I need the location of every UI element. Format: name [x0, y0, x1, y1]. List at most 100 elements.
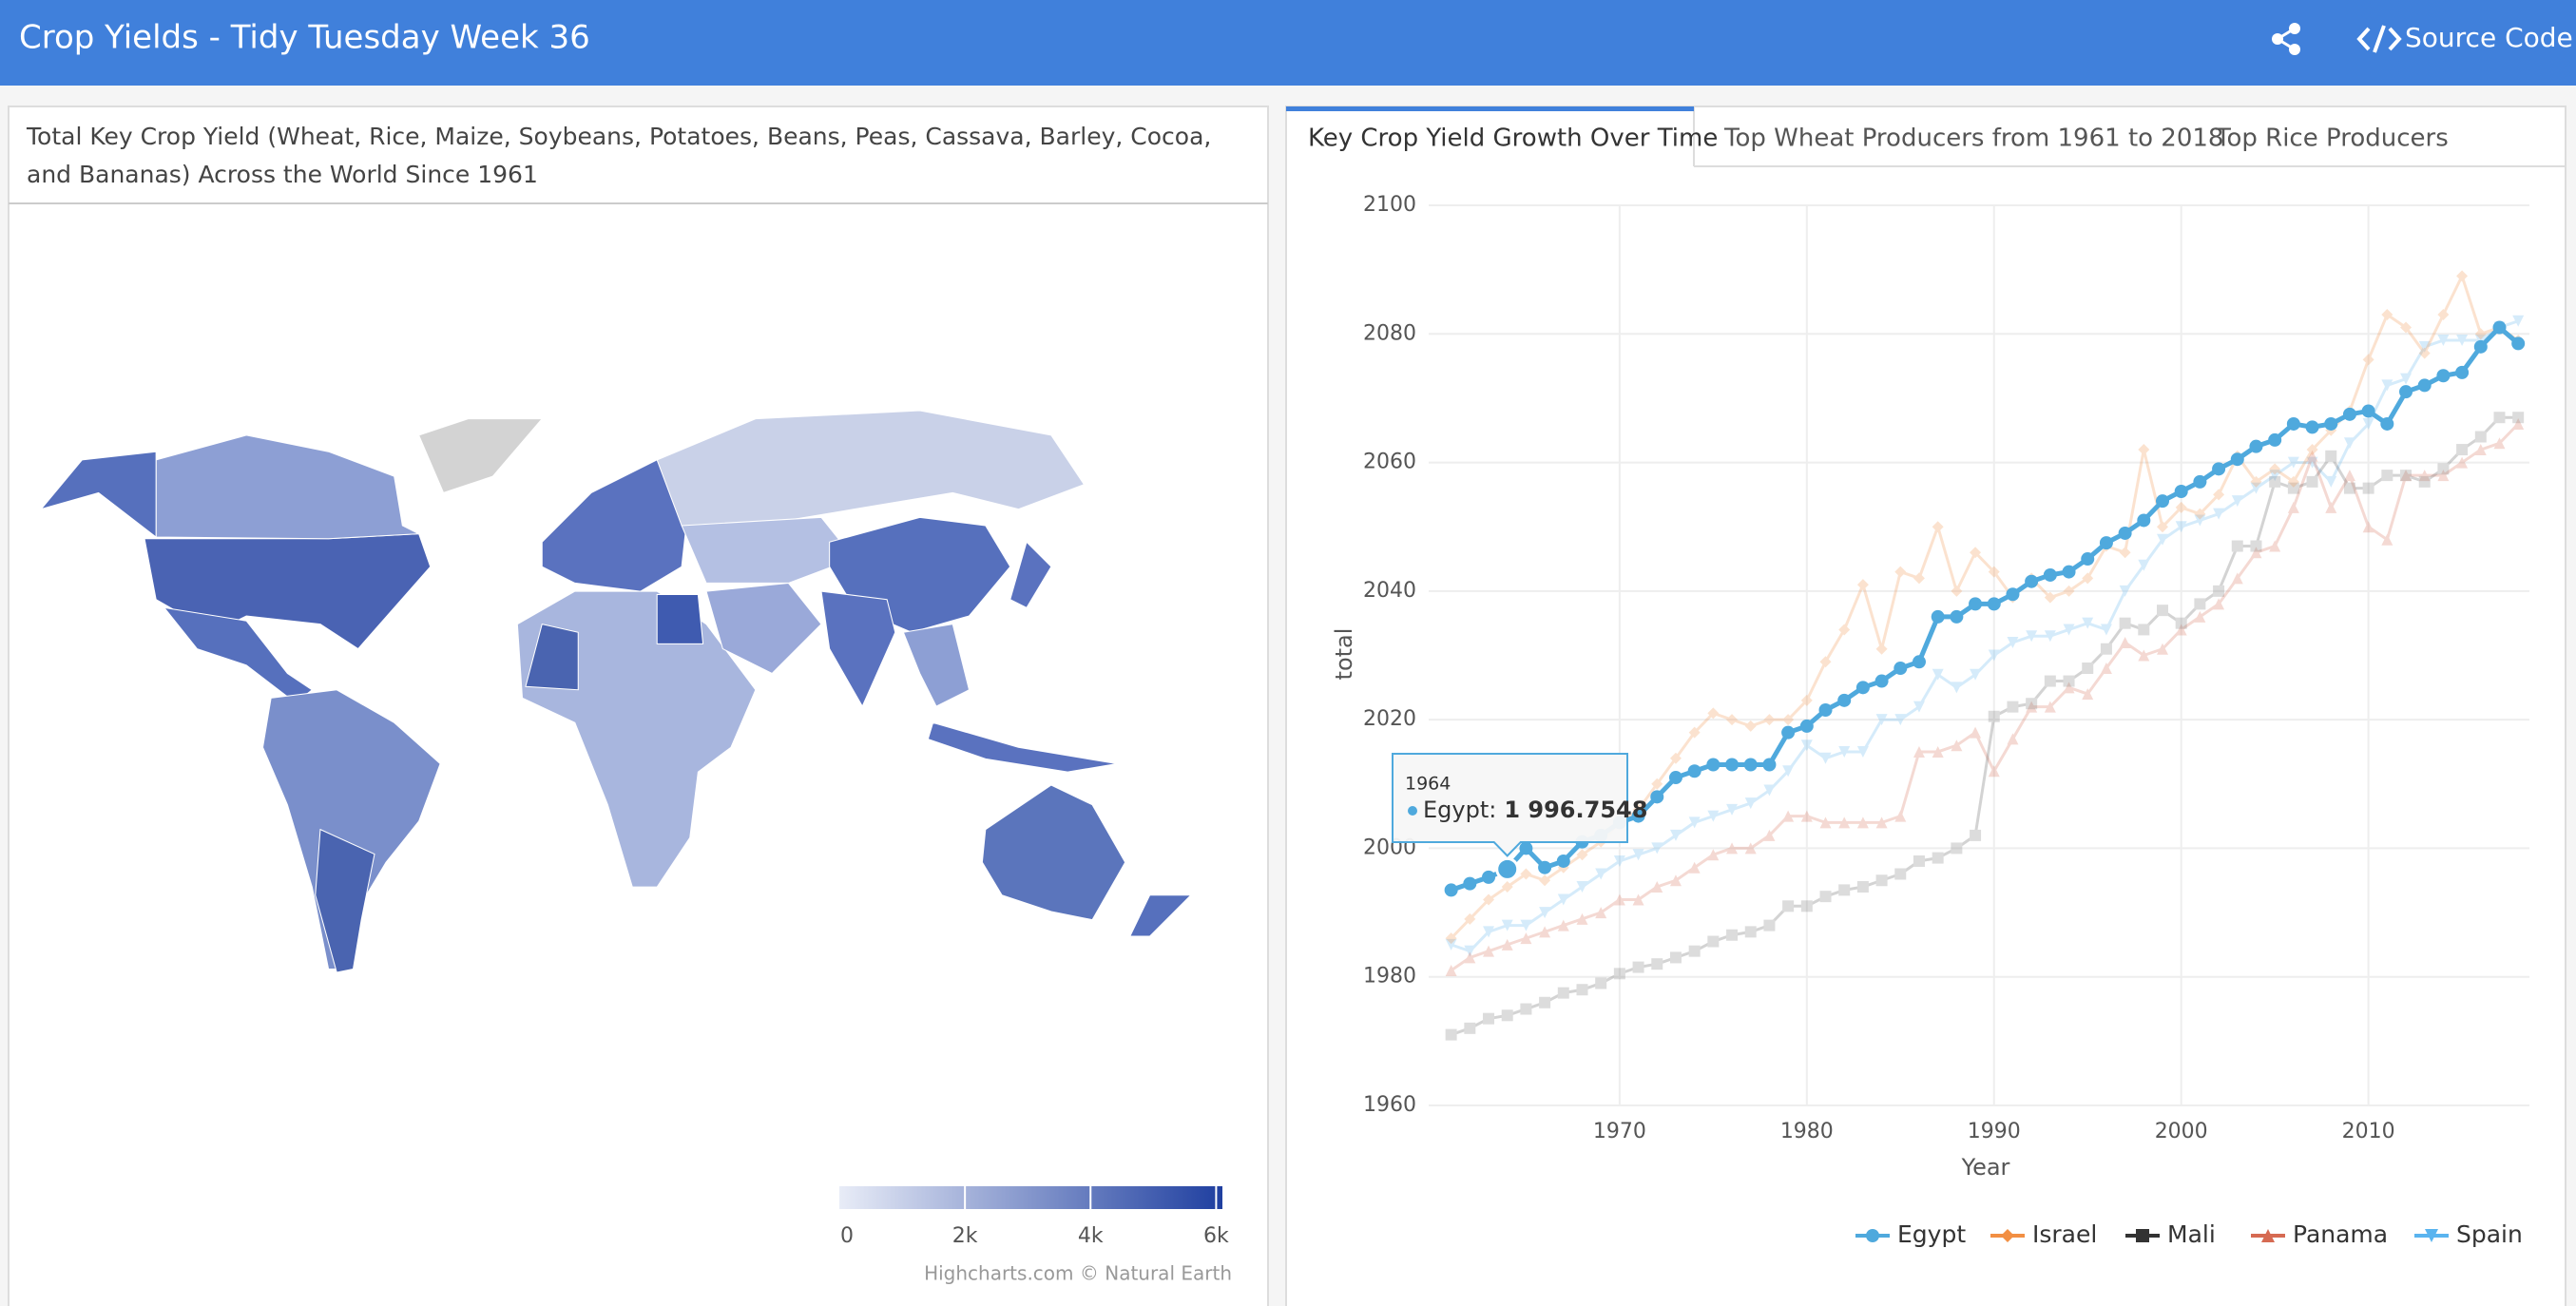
point [1799, 719, 1814, 733]
point [1668, 771, 1682, 785]
point [2100, 624, 2112, 636]
point [1651, 958, 1663, 970]
color-tick-label: 4k [1078, 1224, 1104, 1248]
tab[interactable]: Key Crop Yield Growth Over Time [1308, 125, 1718, 153]
point [2175, 624, 2187, 636]
point [1744, 720, 1757, 732]
point [1800, 810, 1813, 822]
legend-marker [2261, 1229, 2275, 1242]
y-tick-label: 1980 [1363, 965, 1416, 989]
point [2250, 547, 2262, 559]
hover-point [1495, 856, 1520, 881]
point [2324, 416, 2338, 431]
point [1445, 932, 1457, 945]
point [1856, 881, 1869, 893]
legend-label[interactable]: Egypt [1897, 1220, 1966, 1248]
point [2512, 412, 2525, 424]
point [1445, 1028, 1457, 1041]
point [1762, 758, 1777, 772]
point [1932, 745, 1944, 758]
y-axis-title: total [1331, 628, 1357, 681]
point [2044, 591, 2056, 604]
point [1837, 693, 1852, 707]
tab[interactable]: Top Wheat Producers from 1961 to 2018 [1723, 125, 2223, 153]
point [1875, 643, 1888, 655]
point [2082, 688, 2094, 701]
point [1800, 694, 1813, 706]
point [2418, 470, 2431, 482]
point [1819, 891, 1832, 903]
point [2381, 533, 2393, 546]
point [2436, 369, 2451, 383]
legend-label[interactable]: Spain [2456, 1220, 2523, 1248]
point [1483, 1012, 1495, 1025]
point [2287, 482, 2299, 494]
point [1538, 860, 1552, 874]
point [1855, 681, 1870, 695]
legend-label[interactable]: Mali [2167, 1220, 2216, 1248]
point [2287, 456, 2299, 469]
point [1520, 932, 1532, 945]
point [2194, 610, 2206, 623]
point [2400, 470, 2413, 482]
point [2342, 407, 2356, 421]
point [1557, 919, 1569, 931]
point [1932, 852, 1944, 864]
tab[interactable]: Top Rice Producers [2215, 125, 2449, 153]
point [1800, 739, 1813, 752]
point [1988, 710, 2000, 722]
point [2138, 649, 2150, 662]
point [2455, 365, 2470, 379]
line [1451, 415, 2519, 1037]
legend-label[interactable]: Israel [2032, 1220, 2097, 1248]
source-code-link[interactable]: Source Code [2405, 22, 2573, 53]
point [2044, 630, 2056, 643]
point [1819, 656, 1832, 668]
point [2417, 378, 2432, 393]
point [1595, 868, 1607, 880]
point [2287, 501, 2299, 513]
point [1595, 977, 1607, 989]
point [2100, 663, 2112, 675]
point [2325, 501, 2337, 513]
x-tick-label: 2010 [2342, 1120, 2395, 1143]
point [1576, 912, 1588, 925]
point [2456, 444, 2469, 456]
series [1445, 412, 2525, 1041]
map-title: Total Key Crop Yield (Wheat, Rice, Maize… [27, 123, 1212, 188]
color-tick-label: 0 [840, 1224, 854, 1248]
point [1912, 655, 1926, 669]
point [2269, 475, 2281, 488]
point [2175, 501, 2187, 513]
point [1838, 884, 1851, 896]
point [1874, 674, 1889, 688]
point [2400, 321, 2413, 334]
x-tick-label: 1970 [1593, 1120, 1646, 1143]
active-tab-indicator [1286, 106, 1694, 111]
code-icon[interactable] [2356, 25, 2402, 53]
point [2007, 701, 2019, 713]
share-icon[interactable] [2272, 23, 2300, 55]
point [1445, 938, 1457, 951]
point [1482, 870, 1496, 884]
point [1988, 566, 2000, 578]
color-tick-label: 2k [952, 1224, 978, 1248]
map-credits: Highcharts.com © Natural Earth [924, 1262, 1232, 1285]
point [2437, 335, 2450, 347]
point [1970, 726, 1982, 739]
y-tick-label: 2040 [1363, 579, 1416, 603]
legend-label[interactable]: Panama [2293, 1220, 2388, 1248]
point [1951, 585, 1963, 597]
point [2493, 437, 2506, 450]
point [2007, 636, 2019, 648]
point [2456, 270, 2469, 282]
point [2082, 572, 2094, 585]
point [2026, 701, 2038, 713]
point [1818, 702, 1833, 717]
point [1557, 893, 1569, 906]
y-tick-label: 2020 [1363, 707, 1416, 731]
color-tick-label: 6k [1203, 1224, 1229, 1248]
point [1838, 745, 1851, 758]
point [2006, 587, 2020, 602]
point [1726, 803, 1739, 816]
